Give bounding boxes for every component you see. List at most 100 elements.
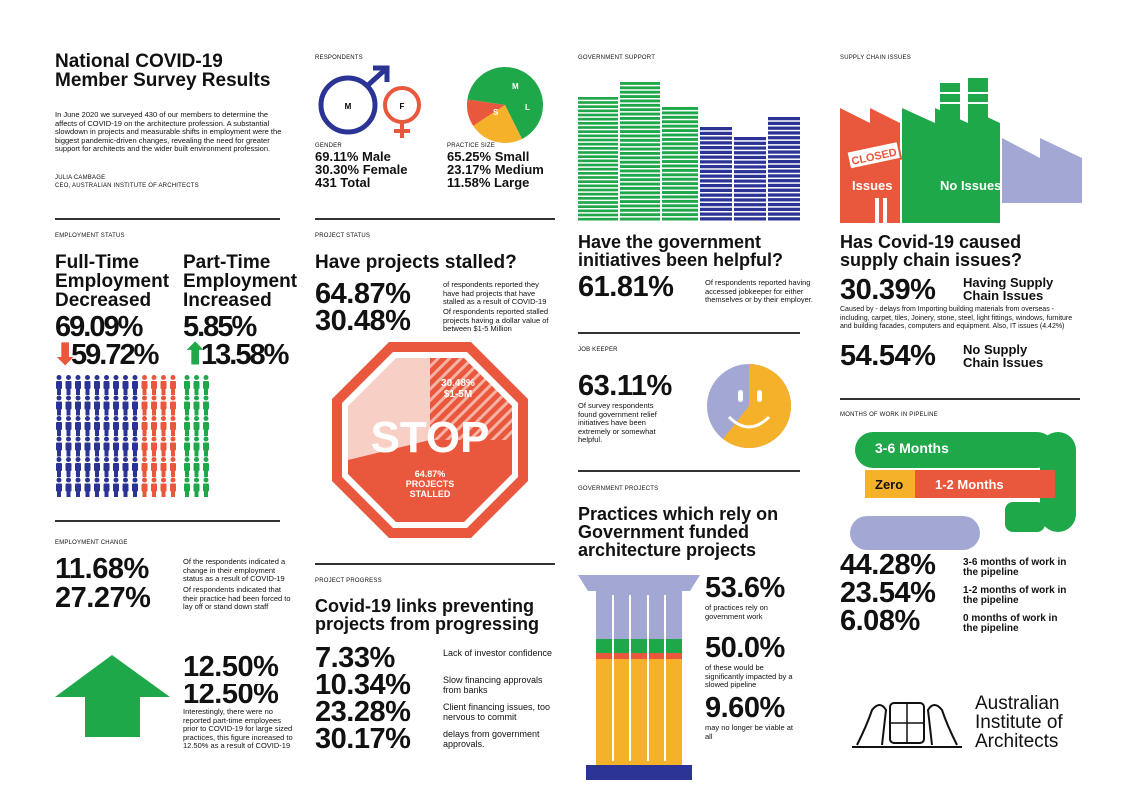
person-icon: [103, 416, 110, 436]
person-icon: [75, 375, 81, 395]
person-icon: [170, 416, 176, 436]
slice2-label: PROJECTS: [406, 479, 455, 489]
person-icon: [151, 416, 157, 436]
issues-label: Issues: [852, 178, 892, 193]
person-icon: [160, 477, 167, 497]
divider: [578, 332, 800, 334]
stat-text: of practices rely on government work: [705, 603, 768, 621]
highlight-text: Interestingly, there were no reported pa…: [183, 707, 293, 750]
change-value-1: 11.68%: [55, 553, 149, 585]
person-icon: [141, 416, 148, 436]
change-value-2: 27.27%: [55, 582, 151, 614]
pie-slice-small: [467, 67, 543, 139]
person-icon: [94, 457, 100, 477]
person-icon: [193, 477, 200, 497]
person-icon: [122, 416, 129, 436]
person-icon: [56, 477, 62, 497]
person-icon: [56, 457, 62, 477]
practice-size-pie: M L S: [467, 67, 543, 143]
person-icon: [170, 375, 176, 395]
change-text-2: Of respondents indicated that their prac…: [183, 585, 291, 611]
person-icon: [151, 395, 157, 416]
stalled-text-2: Of respondents reported stalled projects…: [443, 307, 549, 333]
no-issues-value: 54.54%: [840, 340, 936, 372]
person-icon: [65, 416, 72, 436]
person-icon: [160, 416, 167, 436]
slice1-value: 30.48%: [441, 378, 475, 389]
person-icon: [113, 457, 119, 477]
gov-support-heading: Have the government initiatives been hel…: [578, 232, 784, 270]
buildings-icon: [578, 82, 800, 221]
person-icon: [56, 416, 62, 436]
person-icon: [203, 436, 209, 457]
having-issues-value: 30.39%: [840, 274, 936, 306]
intro-text: In June 2020 we surveyed 430 of our memb…: [55, 110, 282, 153]
person-icon: [103, 436, 110, 457]
person-icon: [65, 375, 72, 395]
person-icon: [103, 477, 110, 497]
pie-label: S: [493, 108, 499, 117]
stat-text: Lack of investor confidence: [443, 648, 553, 658]
building-stack: [768, 117, 800, 221]
person-icon: [122, 477, 129, 497]
practice-large: 11.58% Large: [447, 175, 530, 190]
person-icon: [160, 436, 167, 457]
having-issues-text: Having Supply Chain Issues: [963, 275, 1054, 303]
person-icon: [94, 416, 100, 436]
stat-value: 6.08%: [840, 605, 920, 637]
person-icon: [94, 436, 100, 457]
person-icon: [184, 416, 190, 436]
person-icon: [56, 375, 62, 395]
page-title: National COVID-19 Member Survey Results: [55, 51, 271, 91]
person-icon: [84, 457, 91, 477]
stat-text: 0 months of work in the pipeline: [963, 613, 1058, 634]
person-icon: [94, 395, 100, 416]
gov-projects-label: GOVERNMENT PROJECTS: [578, 486, 659, 492]
arrow-down-icon: ⬇: [53, 339, 77, 371]
divider: [578, 470, 800, 472]
change-text-1: Of the respondents indicated a change in…: [183, 557, 286, 583]
person-icon: [75, 457, 81, 477]
person-icon: [132, 395, 138, 416]
person-icon: [132, 416, 138, 436]
person-icon: [113, 477, 119, 497]
person-icon: [160, 375, 167, 395]
divider: [55, 520, 280, 522]
building-stack: [578, 97, 618, 221]
author-name: JULIA CAMBAGE: [55, 175, 106, 181]
person-icon: [84, 416, 91, 436]
person-icon: [94, 375, 100, 395]
person-icon: [184, 395, 190, 416]
arrow-up-icon: ⬆: [183, 339, 207, 371]
person-icon: [75, 416, 81, 436]
stalled-value-1: 64.87%: [315, 278, 411, 310]
part-time-change: 13.58%: [201, 339, 289, 371]
aia-logo-text: Australian Institute of Architects: [975, 693, 1063, 752]
person-icon: [113, 375, 119, 395]
person-icon: [203, 477, 209, 497]
pie-label: M: [512, 82, 519, 91]
person-icon: [141, 477, 148, 497]
person-icon: [141, 395, 148, 416]
person-icon: [141, 457, 148, 477]
practice-size-label: PRACTICE SIZE: [447, 143, 495, 149]
person-icon: [75, 477, 81, 497]
person-icon: [84, 436, 91, 457]
divider: [840, 398, 1080, 400]
person-icon: [132, 436, 138, 457]
female-symbol: F: [400, 102, 405, 111]
person-icon: [193, 395, 200, 416]
stat-text: 1-2 months of work in the pipeline: [963, 585, 1067, 606]
person-icon: [65, 457, 72, 477]
pipe-label-1: 3-6 Months: [875, 440, 949, 456]
aia-logo-icon: [852, 702, 962, 748]
author-role: CEO, AUSTRALIAN INSTITUTE OF ARCHITECTS: [55, 183, 199, 189]
practice-medium: 23.17% Medium: [447, 162, 544, 177]
smiley-pie-icon: [707, 364, 791, 448]
stat-value: 9.60%: [705, 692, 785, 724]
stat-value: 44.28%: [840, 549, 936, 581]
person-icon: [113, 436, 119, 457]
slice2-label-2: STALLED: [410, 489, 451, 499]
gender-label: GENDER: [315, 143, 342, 149]
person-icon: [184, 436, 190, 457]
